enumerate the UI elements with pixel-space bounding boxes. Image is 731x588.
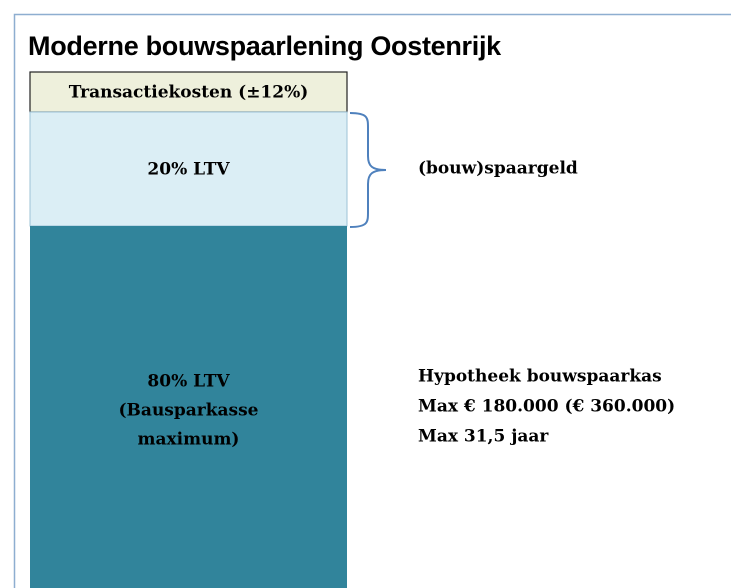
segment-bottom [30,226,347,588]
segment-label: 20% LTV [147,160,230,180]
cost-label: Transactiekosten (±12%) [69,83,309,103]
brace [349,112,387,228]
note: Hypotheek bouwspaarkas [418,367,662,387]
segment-label: (Bausparkasse [119,401,259,421]
segment-top [29,111,348,227]
brace-label: (bouw)spaargeld [418,159,578,179]
note: Max € 180.000 (€ 360.000) [418,397,675,417]
note: Max 31,5 jaar [418,427,549,447]
slide-border [13,13,731,588]
segment-label: maximum) [138,430,240,450]
title: Moderne bouwspaarlening Oostenrijk [28,31,502,61]
segment-label: 80% LTV [147,372,230,392]
